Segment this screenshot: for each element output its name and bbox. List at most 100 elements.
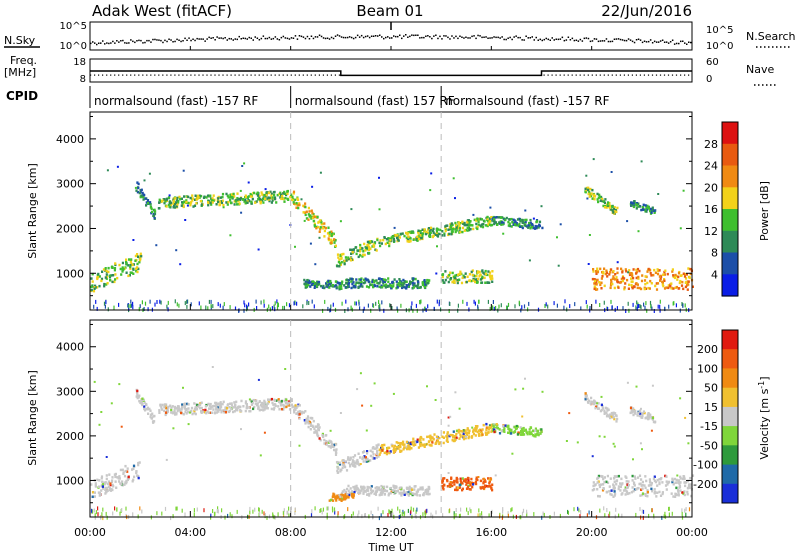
range-cell [395, 485, 398, 489]
range-cell [489, 485, 492, 488]
range-cell [263, 299, 265, 304]
noise-point [326, 37, 329, 39]
range-cell [137, 461, 140, 465]
range-cell [98, 485, 101, 488]
range-cell [328, 282, 331, 285]
range-cell [382, 510, 384, 515]
range-cell [506, 305, 508, 310]
nave-point [611, 74, 613, 76]
freq-unit-label: [MHz] [4, 66, 36, 79]
range-cell [383, 451, 386, 455]
range-cell [293, 406, 296, 410]
range-cell [461, 477, 464, 480]
range-cell [641, 414, 644, 417]
range-cell [141, 191, 144, 195]
range-cell [310, 513, 313, 518]
range-cell [347, 507, 349, 512]
range-cell [100, 277, 104, 281]
range-cell [294, 404, 297, 407]
range-cell [412, 238, 415, 241]
range-cell [468, 279, 471, 282]
range-cell [263, 431, 266, 434]
range-cell [538, 220, 542, 224]
range-cell [236, 406, 239, 410]
range-cell [211, 197, 214, 200]
range-cell [447, 280, 450, 284]
range-cell [353, 462, 356, 466]
range-cell [671, 268, 674, 271]
range-cell [678, 281, 681, 285]
range-cell [326, 283, 330, 287]
range-cell [330, 232, 334, 235]
x-tick-label: 04:00 [174, 526, 206, 539]
noise-point [635, 39, 638, 41]
noise-point [362, 36, 365, 39]
range-cell [422, 438, 425, 441]
range-cell [338, 494, 341, 497]
range-cell [640, 287, 643, 291]
range-cell [388, 451, 391, 455]
range-cell [278, 400, 281, 404]
range-cell [649, 279, 652, 283]
range-cell [221, 508, 223, 513]
range-cell [521, 511, 524, 516]
range-cell [467, 432, 471, 435]
range-cell [462, 479, 465, 482]
range-cell [420, 234, 423, 237]
range-cell [431, 229, 434, 233]
nave-point [230, 74, 232, 76]
range-cell [433, 306, 435, 311]
range-cell [233, 203, 236, 206]
range-cell [137, 255, 140, 258]
range-cell [474, 434, 477, 437]
range-cell [411, 493, 414, 497]
range-cell [426, 435, 429, 439]
range-cell [227, 200, 230, 204]
noise-point [136, 40, 138, 42]
range-cell [610, 171, 613, 173]
range-cell [625, 476, 628, 479]
nave-point [198, 74, 200, 76]
range-cell [645, 210, 648, 213]
range-cell [221, 199, 224, 202]
range-cell [375, 490, 378, 493]
range-cell [603, 411, 606, 414]
noise-point [667, 42, 670, 44]
noise-point [447, 36, 449, 39]
range-cell [168, 200, 171, 204]
range-cell [452, 430, 455, 433]
noise-point [467, 37, 469, 39]
range-cell [510, 430, 513, 433]
range-cell [359, 463, 362, 465]
range-cell [203, 508, 205, 513]
range-cell [210, 197, 213, 200]
range-cell [241, 165, 244, 167]
range-cell [489, 277, 492, 281]
range-cell [428, 443, 431, 447]
range-cell [195, 202, 198, 205]
range-cell [114, 263, 117, 267]
range-cell [629, 406, 633, 410]
range-cell [528, 432, 531, 436]
range-cell [593, 282, 596, 285]
range-cell [602, 272, 605, 275]
range-cell [453, 511, 455, 516]
noise-point [493, 36, 495, 38]
range-cell [489, 478, 493, 481]
range-cell [212, 509, 214, 513]
range-cell [529, 426, 533, 429]
range-cell [193, 411, 196, 415]
velocity-heatmap [90, 366, 695, 521]
noise-point [567, 36, 570, 38]
range-cell [167, 203, 170, 207]
range-cell [160, 408, 164, 411]
range-cell [680, 284, 684, 287]
range-cell [229, 193, 232, 197]
range-cell [183, 200, 186, 203]
range-cell [635, 305, 637, 310]
range-cell [675, 486, 678, 490]
range-cell [468, 273, 471, 276]
noise-point [266, 37, 269, 40]
range-cell [603, 476, 606, 479]
range-cell [277, 405, 280, 408]
